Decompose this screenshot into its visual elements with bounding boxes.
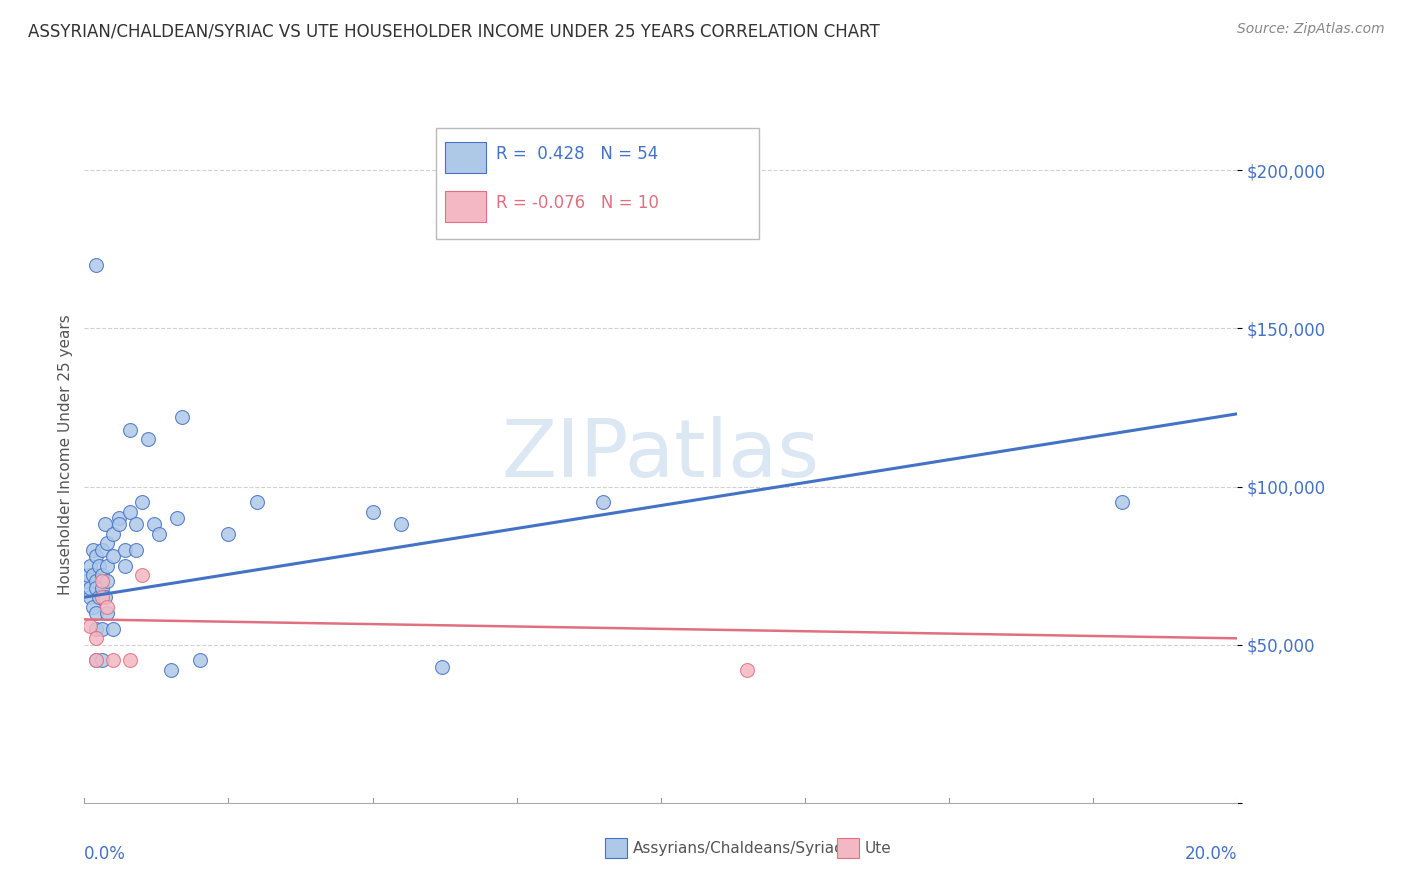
Point (131, 568, 153, 582)
Point (84, 632, 107, 646)
Text: R = -0.076   N = 10: R = -0.076 N = 10 (496, 194, 659, 212)
Point (90, 568, 112, 582)
Point (120, 653, 142, 667)
Point (87, 591, 110, 605)
Point (188, 653, 211, 667)
FancyBboxPatch shape (436, 128, 759, 239)
Point (82, 542, 104, 557)
Text: Ute: Ute (865, 841, 891, 855)
Point (79, 581, 101, 595)
Y-axis label: Householder Income Under 25 years: Householder Income Under 25 years (58, 315, 73, 595)
Point (82, 599, 104, 614)
FancyBboxPatch shape (446, 142, 485, 173)
Point (96, 558, 118, 573)
Point (90, 574, 112, 589)
Point (592, 495, 614, 509)
Point (103, 527, 124, 541)
Point (160, 663, 183, 677)
Point (166, 511, 188, 525)
Point (737, 663, 759, 677)
Point (82, 568, 104, 582)
Point (125, 517, 148, 532)
Text: Source: ZipAtlas.com: Source: ZipAtlas.com (1237, 22, 1385, 37)
Point (84, 258, 107, 272)
Point (391, 517, 413, 532)
Point (77, 568, 100, 582)
Point (108, 517, 131, 532)
Point (76, 574, 98, 589)
Point (87, 558, 110, 573)
Point (96, 606, 118, 620)
Point (79, 591, 101, 605)
Point (96, 536, 118, 550)
Point (120, 505, 142, 519)
Point (103, 653, 124, 667)
Point (103, 622, 124, 636)
Point (84, 653, 107, 667)
Point (96, 599, 118, 614)
Point (430, 660, 453, 674)
Point (79, 558, 101, 573)
Point (148, 527, 170, 541)
Point (103, 549, 124, 563)
Point (84, 606, 107, 620)
Point (246, 495, 269, 509)
Point (142, 517, 165, 532)
Point (120, 423, 142, 437)
Point (90, 581, 112, 595)
Point (131, 495, 153, 509)
Point (84, 549, 107, 563)
Point (172, 409, 194, 424)
Text: Assyrians/Chaldeans/Syriacs: Assyrians/Chaldeans/Syriacs (633, 841, 851, 855)
Text: 0.0%: 0.0% (84, 845, 127, 863)
Point (79, 618, 101, 632)
Point (217, 527, 239, 541)
Point (96, 574, 118, 589)
Point (114, 542, 136, 557)
Point (108, 511, 131, 525)
Point (84, 574, 107, 589)
Text: 20.0%: 20.0% (1185, 845, 1237, 863)
Text: ASSYRIAN/CHALDEAN/SYRIAC VS UTE HOUSEHOLDER INCOME UNDER 25 YEARS CORRELATION CH: ASSYRIAN/CHALDEAN/SYRIAC VS UTE HOUSEHOL… (28, 22, 880, 40)
Point (361, 505, 384, 519)
Point (84, 622, 107, 636)
Point (84, 653, 107, 667)
Text: ZIPatlas: ZIPatlas (502, 416, 820, 494)
Point (114, 558, 136, 573)
Point (90, 591, 112, 605)
Point (90, 653, 112, 667)
Point (84, 581, 107, 595)
Point (93, 591, 115, 605)
Point (1111, 495, 1133, 509)
Text: R =  0.428   N = 54: R = 0.428 N = 54 (496, 145, 658, 163)
FancyBboxPatch shape (446, 191, 485, 222)
Point (93, 517, 115, 532)
Point (136, 432, 159, 446)
Point (125, 542, 148, 557)
Point (90, 542, 112, 557)
Point (90, 622, 112, 636)
